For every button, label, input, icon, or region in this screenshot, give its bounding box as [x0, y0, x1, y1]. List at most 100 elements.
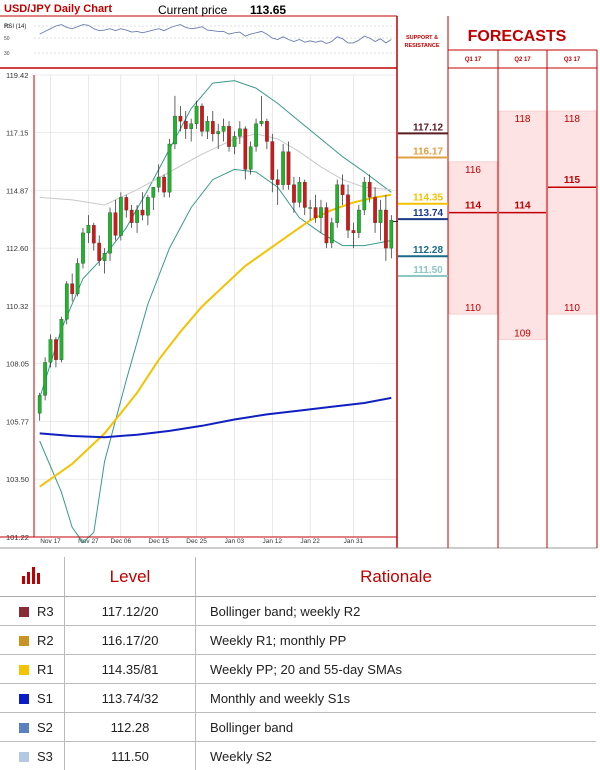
- candle-bearish: [303, 180, 306, 216]
- level-value-cell: 114.35/81: [65, 655, 196, 684]
- candle-bullish: [195, 101, 198, 129]
- forecast-high-label: 116: [465, 165, 481, 176]
- candle-bullish: [60, 317, 63, 363]
- candle-body: [81, 233, 84, 264]
- candlestick-series: [38, 96, 393, 421]
- candle-body: [206, 121, 209, 131]
- candle-body: [152, 187, 155, 197]
- candle-body: [319, 208, 322, 218]
- rsi-tick-label: 70: [4, 24, 10, 30]
- candle-body: [363, 182, 366, 210]
- candle-body: [260, 121, 263, 124]
- candle-bullish: [363, 177, 366, 215]
- candle-bearish: [287, 142, 290, 190]
- candle-body: [384, 210, 387, 248]
- candle-bullish: [249, 142, 252, 175]
- candle-body: [373, 197, 376, 222]
- candle-bullish: [152, 187, 155, 210]
- candle-body: [108, 213, 111, 254]
- y-tick-label: 103.50: [6, 475, 29, 484]
- candle-body: [92, 225, 95, 243]
- candle-body: [130, 210, 133, 223]
- bar-chart-icon: [0, 557, 65, 597]
- candle-bullish: [146, 195, 149, 225]
- candle-bullish: [119, 192, 122, 240]
- candle-body: [357, 210, 360, 233]
- candle-bullish: [65, 281, 68, 324]
- candle-bearish: [162, 175, 165, 198]
- candle-body: [173, 116, 176, 144]
- candle-body: [87, 225, 90, 233]
- candle-body: [184, 121, 187, 129]
- candle-bullish: [222, 119, 225, 142]
- candle-bullish: [390, 215, 393, 258]
- candle-body: [43, 362, 46, 395]
- sr-level-label: 114.35: [413, 193, 443, 204]
- sr-level-label: 117.12: [413, 122, 443, 133]
- x-tick-label: Jan 22: [300, 538, 320, 545]
- candle-body: [352, 230, 355, 233]
- rationale-column-header: Rationale: [196, 557, 597, 597]
- candle-bearish: [184, 111, 187, 139]
- level-id: R2: [37, 633, 54, 648]
- candle-bullish: [357, 205, 360, 238]
- candle-body: [76, 263, 79, 294]
- candle-bearish: [130, 205, 133, 228]
- candle-bullish: [43, 357, 46, 400]
- candle-bullish: [38, 393, 41, 421]
- current-price-label: Current price: [158, 3, 227, 17]
- sr-level-label: 112.28: [413, 245, 443, 256]
- candle-body: [309, 208, 312, 209]
- level-column-header: Level: [65, 557, 196, 597]
- forecast-range-band: [449, 162, 497, 314]
- candle-body: [98, 243, 101, 261]
- candle-body: [298, 182, 301, 202]
- candle-body: [222, 126, 225, 131]
- bollinger-bands: [40, 81, 392, 543]
- candle-body: [325, 208, 328, 244]
- candle-body: [244, 129, 247, 170]
- forecast-mid-label: 115: [564, 175, 581, 186]
- candle-body: [114, 213, 117, 236]
- candle-bullish: [108, 208, 111, 261]
- candle-bullish: [76, 258, 79, 296]
- candle-bullish: [217, 124, 220, 149]
- level-color-swatch: [19, 636, 29, 646]
- candle-body: [238, 129, 241, 137]
- candle-body: [276, 180, 279, 185]
- candle-body: [162, 177, 165, 192]
- candle-body: [303, 182, 306, 207]
- candle-bearish: [292, 177, 295, 213]
- candle-body: [217, 131, 220, 134]
- candle-bullish: [260, 96, 263, 126]
- rsi-tick-label: 50: [4, 36, 10, 42]
- level-color-swatch: [19, 665, 29, 675]
- x-tick-label: Jan 12: [263, 538, 283, 545]
- candle-body: [168, 144, 171, 192]
- candle-body: [390, 220, 393, 248]
- forecast-range-band: [499, 111, 546, 339]
- candle-bullish: [157, 164, 160, 192]
- rationale-cell: Monthly and weekly S1s: [196, 684, 597, 713]
- candle-body: [233, 136, 236, 146]
- candle-bearish: [352, 223, 355, 248]
- level-id: R1: [37, 662, 54, 677]
- forecast-quarter-label: Q2 17: [514, 57, 531, 63]
- y-tick-label: 110.32: [6, 302, 28, 311]
- candle-bullish: [103, 248, 106, 273]
- level-id: S3: [37, 749, 53, 764]
- level-color-swatch: [19, 694, 29, 704]
- candle-body: [157, 177, 160, 187]
- level-value-cell: 112.28: [65, 713, 196, 742]
- candle-bullish: [336, 180, 339, 228]
- candle-bearish: [244, 126, 247, 179]
- x-tick-label: Nov 27: [78, 538, 99, 545]
- candle-bearish: [276, 169, 279, 205]
- candle-body: [314, 208, 317, 218]
- chart-title: USD/JPY Daily Chart: [4, 3, 112, 15]
